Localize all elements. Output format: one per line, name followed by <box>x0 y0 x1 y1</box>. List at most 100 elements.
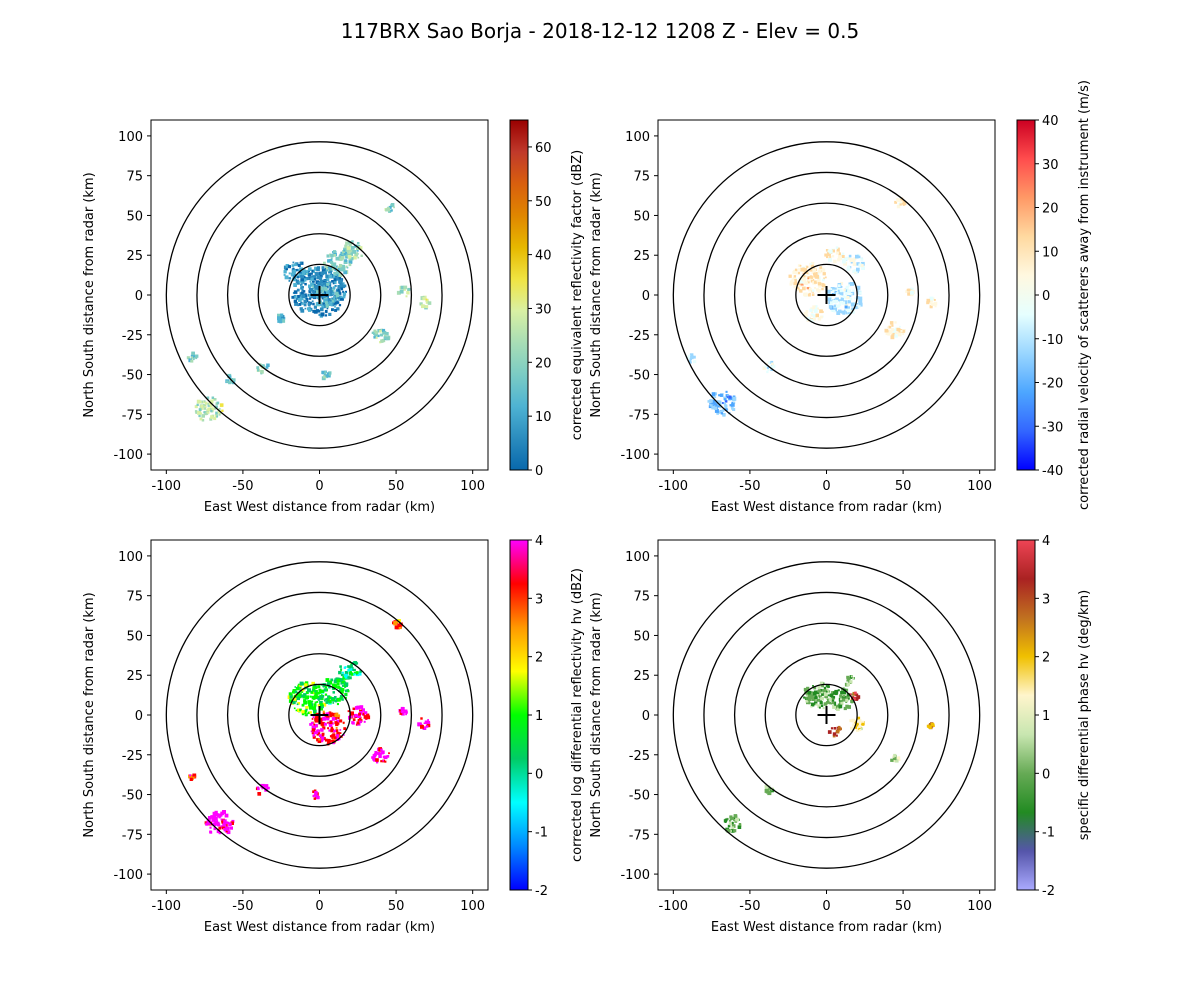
plot-area <box>672 561 981 869</box>
echo-gate <box>799 279 804 284</box>
echo-gate <box>299 267 302 270</box>
colorbar-label: specific differential phase hv (deg/km) <box>1077 590 1092 840</box>
echo-gate <box>707 400 711 403</box>
echo-gate <box>345 265 348 268</box>
echo-gate <box>338 670 342 675</box>
plot-area <box>165 141 474 449</box>
echo-gate <box>830 288 833 291</box>
echo-gate <box>216 829 220 834</box>
echo-gate <box>326 290 330 294</box>
echo-gate <box>361 708 365 712</box>
echo-gate <box>325 701 328 704</box>
echo-gate <box>848 283 851 287</box>
echo-gate <box>891 324 894 327</box>
echo-gate <box>833 290 836 293</box>
y-tick-label: -75 <box>122 408 143 423</box>
echo-gate <box>892 759 896 763</box>
echo-gate <box>316 267 320 272</box>
echo-gate <box>826 255 829 259</box>
echo-gate <box>349 249 353 252</box>
echo-gate <box>333 296 336 298</box>
echo-gate <box>795 271 798 275</box>
echo-gate <box>288 692 292 696</box>
echo-gate <box>817 282 822 286</box>
echo-gate <box>829 256 832 259</box>
echo-gate <box>835 305 838 308</box>
echo-gate <box>732 396 737 401</box>
echo-gate <box>807 293 811 297</box>
echo-gate <box>806 265 809 268</box>
x-axis-label: East West distance from radar (km) <box>711 920 942 935</box>
echo-gate <box>327 740 331 744</box>
echo-gate <box>926 301 930 305</box>
echo-gate <box>261 787 264 790</box>
echo-gate <box>287 265 291 269</box>
echo-gate <box>277 313 281 318</box>
colorbar-tick-label: -1 <box>1042 826 1055 841</box>
echo-gate <box>284 268 287 271</box>
echo-gate <box>312 790 315 793</box>
echo-gate <box>842 295 845 298</box>
echo-gate <box>858 296 863 301</box>
echo-gate <box>823 692 828 697</box>
echo-gate <box>858 263 863 268</box>
echo-gate <box>401 712 405 716</box>
echo-gate <box>314 716 319 720</box>
echo-gate <box>324 314 328 317</box>
echo-gate <box>330 266 334 271</box>
colorbar <box>1016 119 1036 471</box>
echo-gate <box>893 756 897 759</box>
echo-gate <box>340 669 342 672</box>
echo-gate <box>771 362 774 366</box>
echo-gate <box>390 203 395 207</box>
echo-gate <box>850 261 853 264</box>
echo-gate <box>349 715 353 718</box>
echo-gate <box>311 732 314 735</box>
echo-gate <box>210 410 213 413</box>
echo-gate <box>931 302 935 306</box>
echo-gate <box>228 822 232 826</box>
echo-gate <box>385 332 389 336</box>
echo-gate <box>337 685 341 689</box>
echo-gate <box>309 280 312 283</box>
echo-gate <box>204 405 207 409</box>
echo-gate <box>902 200 906 203</box>
echo-gate <box>226 827 229 830</box>
echo-gate <box>350 711 354 716</box>
echo-gate <box>328 269 332 274</box>
echo-gate <box>821 287 824 291</box>
echo-gate <box>342 295 346 299</box>
echo-gate <box>825 684 829 688</box>
echo-gate <box>317 685 321 689</box>
echo-gate <box>313 688 316 691</box>
echo-gate <box>848 310 852 314</box>
echo-gate <box>823 686 827 690</box>
echo-gate <box>894 200 898 204</box>
echo-gate <box>813 690 818 695</box>
echo-gate <box>851 718 856 723</box>
echo-gate <box>726 396 728 398</box>
range-ring <box>733 622 920 808</box>
echo-gate <box>199 417 203 421</box>
range-ring <box>703 171 950 419</box>
echo-gate <box>376 761 379 764</box>
echo-gate <box>849 693 852 696</box>
radar-echo <box>371 328 391 344</box>
echo-gate <box>854 720 857 724</box>
echo-gate <box>839 300 842 304</box>
echo-gate <box>326 304 329 307</box>
echo-gate <box>799 264 802 267</box>
colorbar-tick-label: 4 <box>535 534 543 549</box>
echo-gate <box>896 204 901 209</box>
x-tick-label: -100 <box>659 899 689 914</box>
range-ring <box>288 683 351 747</box>
echo-gate <box>315 285 319 290</box>
echo-gate <box>321 280 325 284</box>
echo-gate <box>803 696 806 699</box>
echo-gate <box>344 682 349 686</box>
echo-gate <box>932 725 935 727</box>
echo-gate <box>316 732 321 736</box>
echo-gate <box>814 305 818 309</box>
echo-gate <box>821 692 825 696</box>
echo-gate <box>312 697 316 700</box>
